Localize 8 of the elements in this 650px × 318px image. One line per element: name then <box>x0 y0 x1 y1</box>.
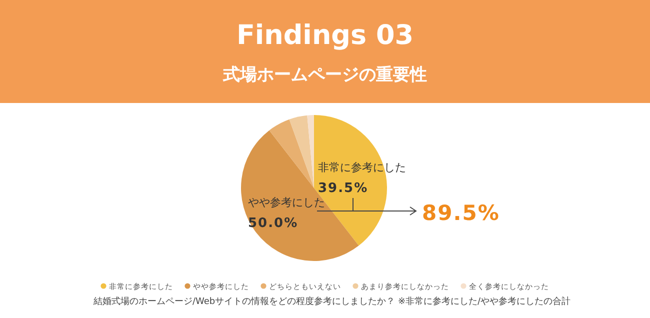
chart-title: Findings 03 <box>236 20 414 51</box>
text: 結婚式場のホームページ/Webサイトの情報をどの程度参考にしましたか？ ※非常に参考にした/やや参考にしたの合計 <box>92 296 571 307</box>
data-label: 50.0% <box>248 216 298 231</box>
data-label: 39.5% <box>318 181 368 196</box>
text: 89.5% <box>422 201 500 225</box>
slice-label: やや参考にした <box>248 196 325 209</box>
slice-label: 非常に参考にした <box>318 161 406 174</box>
chart-subtitle: 式場ホームページの重要性 <box>222 65 427 85</box>
